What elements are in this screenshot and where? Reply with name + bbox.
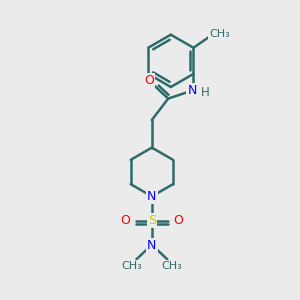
Text: CH₃: CH₃ (209, 29, 230, 39)
Text: O: O (145, 74, 154, 87)
Text: CH₃: CH₃ (161, 261, 182, 271)
Text: O: O (120, 214, 130, 227)
Text: CH₃: CH₃ (122, 261, 142, 271)
Text: N: N (147, 238, 157, 252)
Text: H: H (200, 86, 209, 99)
Text: N: N (147, 190, 157, 203)
Text: O: O (174, 214, 184, 227)
Text: N: N (187, 84, 197, 97)
Text: S: S (148, 214, 156, 227)
